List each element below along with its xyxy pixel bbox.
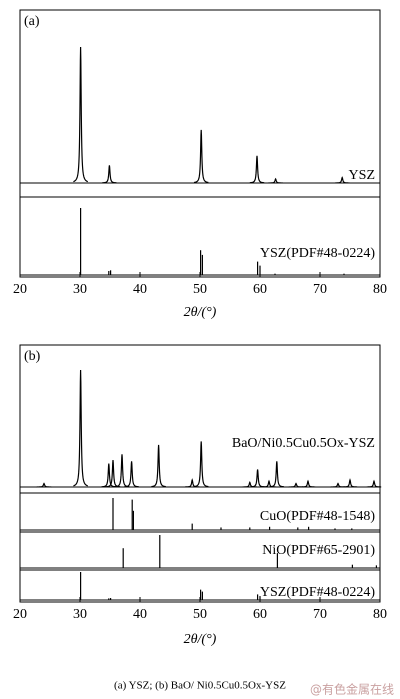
peak <box>261 479 277 488</box>
x-tick-label: 30 <box>73 282 87 297</box>
peak <box>124 461 139 488</box>
watermark: @有色金属在线 <box>310 682 394 697</box>
x-tick-label: 40 <box>133 282 147 297</box>
x-tick-label: 50 <box>193 607 207 622</box>
peak <box>101 463 117 488</box>
peak <box>36 482 52 488</box>
x-tick-label: 40 <box>133 607 147 622</box>
x-tick-label: 60 <box>253 607 267 622</box>
peak <box>102 165 117 184</box>
series-label: YSZ(PDF#48-0224) <box>260 246 375 261</box>
series-label: YSZ <box>349 168 375 183</box>
x-tick-label: 60 <box>253 282 267 297</box>
peak <box>249 155 265 184</box>
x-axis-label: 2θ/(°) <box>184 305 217 320</box>
x-tick-label: 70 <box>313 282 327 297</box>
series-label: BaO/Ni0.5Cu0.5Ox-YSZ <box>232 436 375 451</box>
x-axis-label: 2θ/(°) <box>184 632 217 647</box>
x-tick-label: 30 <box>73 607 87 622</box>
peak <box>268 177 283 184</box>
peak <box>114 454 130 488</box>
peak <box>193 129 209 184</box>
x-tick-label: 80 <box>373 282 387 297</box>
peak <box>366 479 382 488</box>
peak <box>73 369 88 487</box>
series-label: CuO(PDF#48-1548) <box>260 509 375 524</box>
caption: (a) YSZ; (b) BaO/ Ni0.5Cu0.5Ox-YSZ <box>114 680 286 692</box>
x-tick-label: 50 <box>193 282 207 297</box>
peak <box>73 46 89 183</box>
series-label: YSZ(PDF#48-0224) <box>260 585 375 600</box>
panel-label: (b) <box>24 349 41 364</box>
peak <box>185 478 200 488</box>
plot-frame <box>19 9 381 278</box>
peak <box>193 441 209 488</box>
x-tick-label: 20 <box>13 282 27 297</box>
panel-label: (a) <box>24 14 40 29</box>
peak <box>269 461 285 488</box>
peak <box>300 479 316 488</box>
peak <box>342 478 358 488</box>
peak <box>334 176 350 184</box>
peak <box>242 481 257 488</box>
x-tick-label: 80 <box>373 607 387 622</box>
peak <box>151 444 166 488</box>
x-tick-label: 20 <box>13 607 27 622</box>
x-tick-label: 70 <box>313 607 327 622</box>
series-label: NiO(PDF#65-2901) <box>262 543 375 558</box>
peak <box>250 469 265 488</box>
